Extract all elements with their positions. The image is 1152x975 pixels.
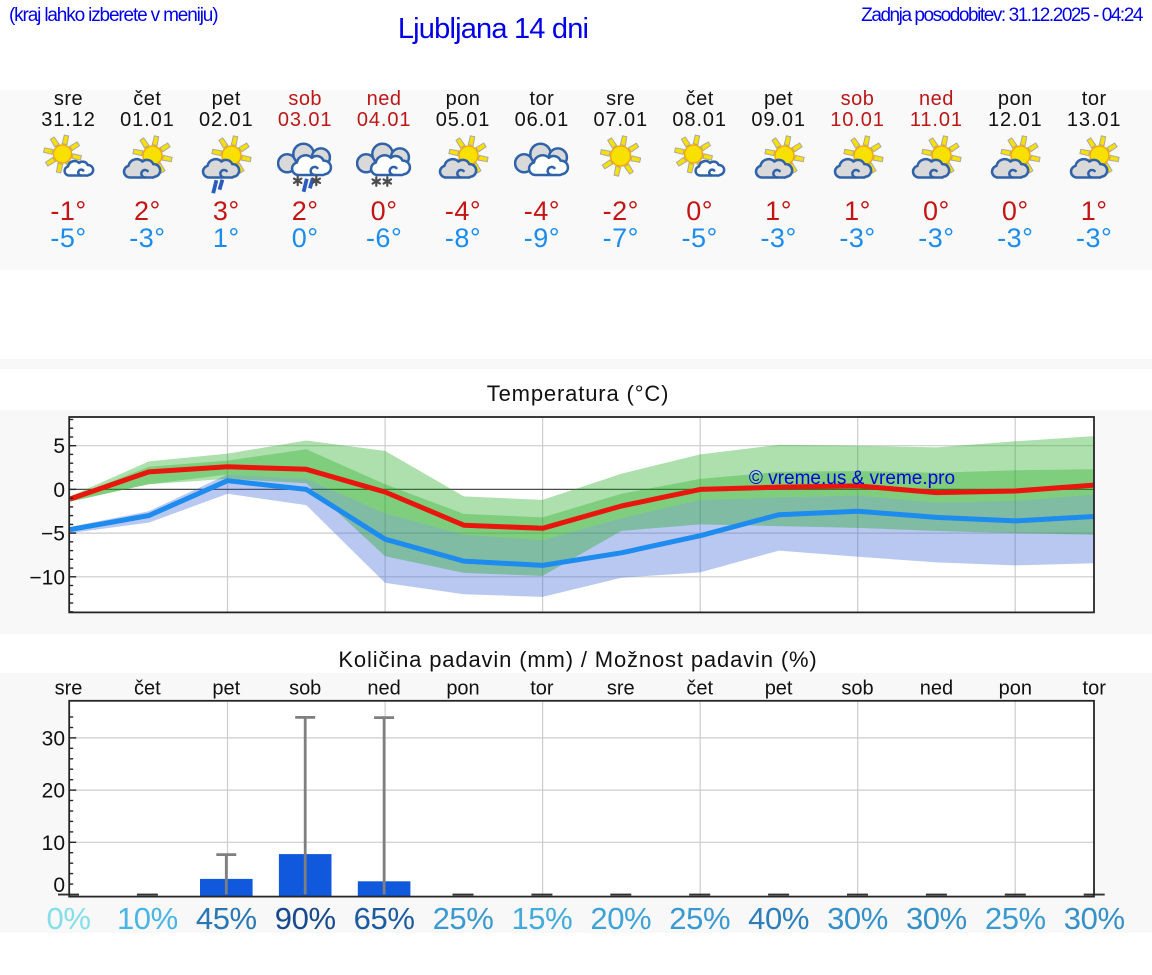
svg-text:25%: 25% <box>433 901 494 933</box>
svg-text:30%: 30% <box>827 901 888 933</box>
svg-text:ned: ned <box>367 678 400 700</box>
svg-text:© vreme.us & vreme.pro: © vreme.us & vreme.pro <box>749 468 955 489</box>
svg-text:25%: 25% <box>669 901 730 933</box>
svg-text:45%: 45% <box>196 901 257 933</box>
svg-text:pet: pet <box>765 678 793 700</box>
svg-text:0: 0 <box>53 874 65 897</box>
svg-text:−10: −10 <box>29 566 65 589</box>
svg-text:20: 20 <box>42 780 65 803</box>
svg-text:sob: sob <box>841 678 873 700</box>
svg-text:sre: sre <box>607 678 635 700</box>
svg-text:10: 10 <box>42 832 65 855</box>
svg-text:90%: 90% <box>275 901 336 933</box>
svg-text:pon: pon <box>999 678 1032 700</box>
svg-text:0%: 0% <box>46 901 90 933</box>
svg-text:−5: −5 <box>41 523 65 546</box>
svg-text:20%: 20% <box>590 901 651 933</box>
svg-text:0: 0 <box>53 479 65 502</box>
svg-text:30%: 30% <box>906 901 967 933</box>
svg-text:5: 5 <box>53 435 65 458</box>
svg-text:sob: sob <box>289 678 321 700</box>
svg-text:pon: pon <box>446 678 479 700</box>
svg-text:65%: 65% <box>354 901 415 933</box>
svg-text:25%: 25% <box>985 901 1046 933</box>
svg-text:10%: 10% <box>117 901 178 933</box>
svg-text:ned: ned <box>920 678 953 700</box>
svg-text:tor: tor <box>530 678 554 700</box>
svg-text:čet: čet <box>686 678 713 700</box>
svg-text:30%: 30% <box>1064 901 1125 933</box>
svg-text:pet: pet <box>212 678 240 700</box>
svg-text:čet: čet <box>134 678 161 700</box>
svg-text:15%: 15% <box>511 901 572 933</box>
svg-text:sre: sre <box>55 678 83 700</box>
svg-text:tor: tor <box>1083 678 1107 700</box>
svg-text:30: 30 <box>42 727 65 750</box>
svg-text:40%: 40% <box>748 901 809 933</box>
